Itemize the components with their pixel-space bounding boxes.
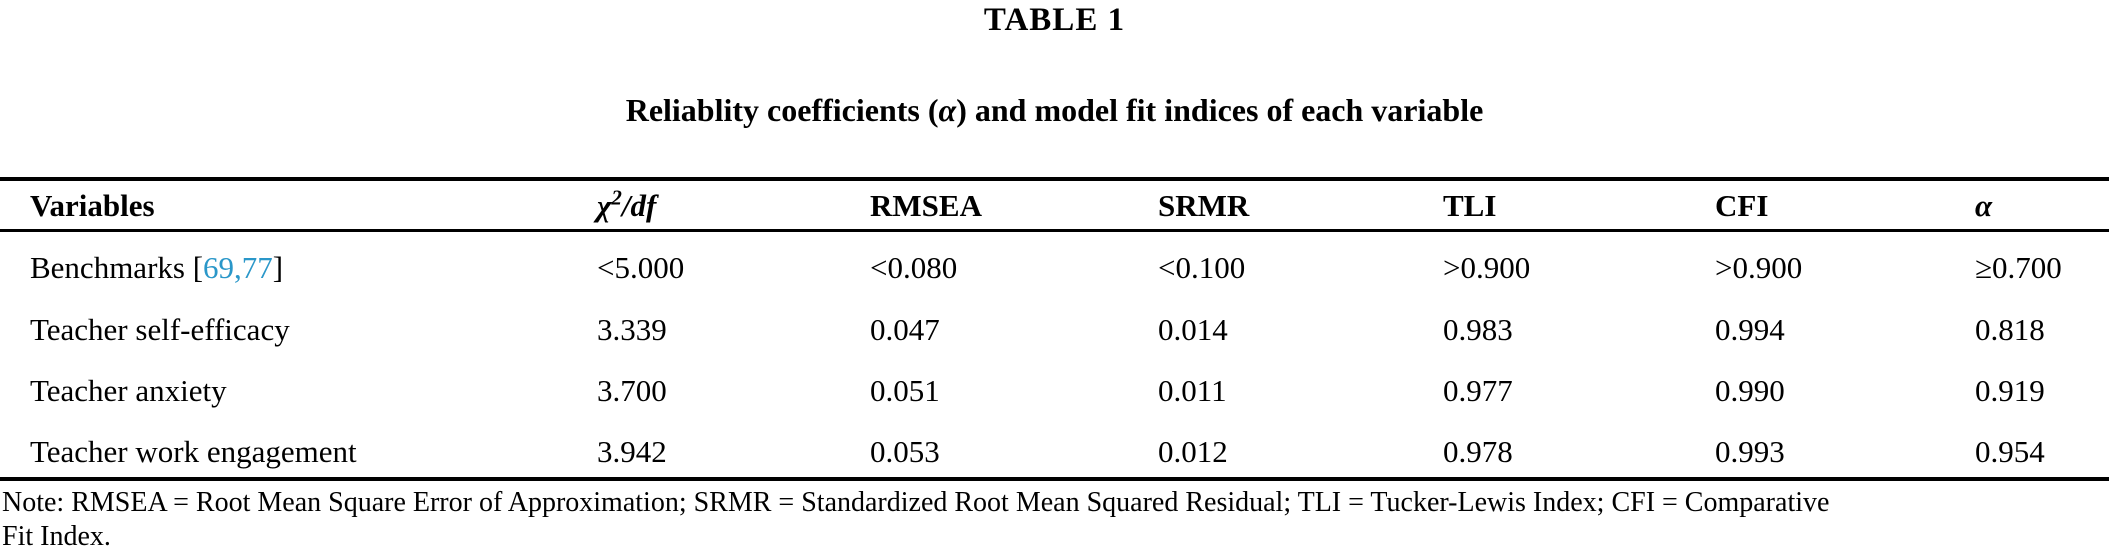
caption-text-after: ) and model fit indices of each variable [956,92,1484,128]
row-label-self-efficacy: Teacher self-efficacy [30,311,290,347]
note-line-2: Fit Index. [2,521,111,552]
benchmarks-bracket-close: ] [272,250,284,285]
table: Variables χ2/df RMSEA SRMR TLI CFI α Ben… [0,177,2109,481]
cell-value: 0.978 [1443,433,1513,469]
cell-value: 0.014 [1158,311,1228,347]
caption-alpha-symbol: α [938,92,957,128]
cell-value: <0.080 [870,250,958,285]
cell-value: <5.000 [597,250,685,285]
cell-value: 0.051 [870,372,940,408]
column-header-srmr: SRMR [1158,188,1250,223]
column-header-tli: TLI [1443,188,1497,223]
cell-value: ≥0.700 [1975,250,2062,285]
citation-link-77[interactable]: 77 [241,250,273,285]
cell-value: 0.919 [1975,372,2045,408]
citation-link-69[interactable]: 69 [203,250,235,285]
column-header-chi2-df: χ2/df [597,185,657,223]
table-row-work-engagement: Teacher work engagement 3.942 0.053 0.01… [0,416,2109,477]
table-row-benchmarks: Benchmarks [69, 77] <5.000 <0.080 <0.100 … [0,232,2109,294]
cell-value: >0.900 [1715,250,1803,285]
column-header-rmsea: RMSEA [870,188,982,223]
row-label-benchmarks: Benchmarks [69, 77] [0,232,597,294]
table-row-anxiety: Teacher anxiety 3.700 0.051 0.011 0.977 … [0,355,2109,416]
table-label: TABLE 1 [983,2,1126,38]
column-header-cfi: CFI [1715,188,1769,223]
row-label-work-engagement: Teacher work engagement [30,433,357,469]
cell-value: 3.942 [597,433,667,469]
cell-value: 0.954 [1975,433,2045,469]
cell-value: 0.047 [870,311,940,347]
cell-value: >0.900 [1443,250,1531,285]
benchmarks-text: Benchmarks [ [30,250,204,285]
cell-value: 3.700 [597,372,667,408]
table-note: Note: RMSEA = Root Mean Square Error of … [2,486,2107,554]
column-header-variables: Variables [30,188,155,223]
cell-value: 0.983 [1443,311,1513,347]
row-label-anxiety: Teacher anxiety [30,372,227,408]
cell-value: 0.994 [1715,311,1785,347]
citation-comma: , [234,250,242,285]
note-line-1: Note: RMSEA = Root Mean Square Error of … [2,487,1830,518]
cell-value: 0.990 [1715,372,1785,408]
cell-value: 0.012 [1158,433,1228,469]
cell-value: 0.011 [1158,372,1227,408]
cell-value: 0.977 [1443,372,1513,408]
cell-value: 0.818 [1975,311,2045,347]
cell-value: <0.100 [1158,250,1246,285]
cell-value: 3.339 [597,311,667,347]
table-header-row: Variables χ2/df RMSEA SRMR TLI CFI α [0,181,2109,232]
caption-text-before: Reliablity coefficients ( [625,92,939,128]
table-row-self-efficacy: Teacher self-efficacy 3.339 0.047 0.014 … [0,294,2109,355]
cell-value: 0.993 [1715,433,1785,469]
column-header-alpha: α [1975,188,1993,223]
table-caption: Reliablity coefficients (α) and model fi… [0,92,2109,129]
cell-value: 0.053 [870,433,940,469]
